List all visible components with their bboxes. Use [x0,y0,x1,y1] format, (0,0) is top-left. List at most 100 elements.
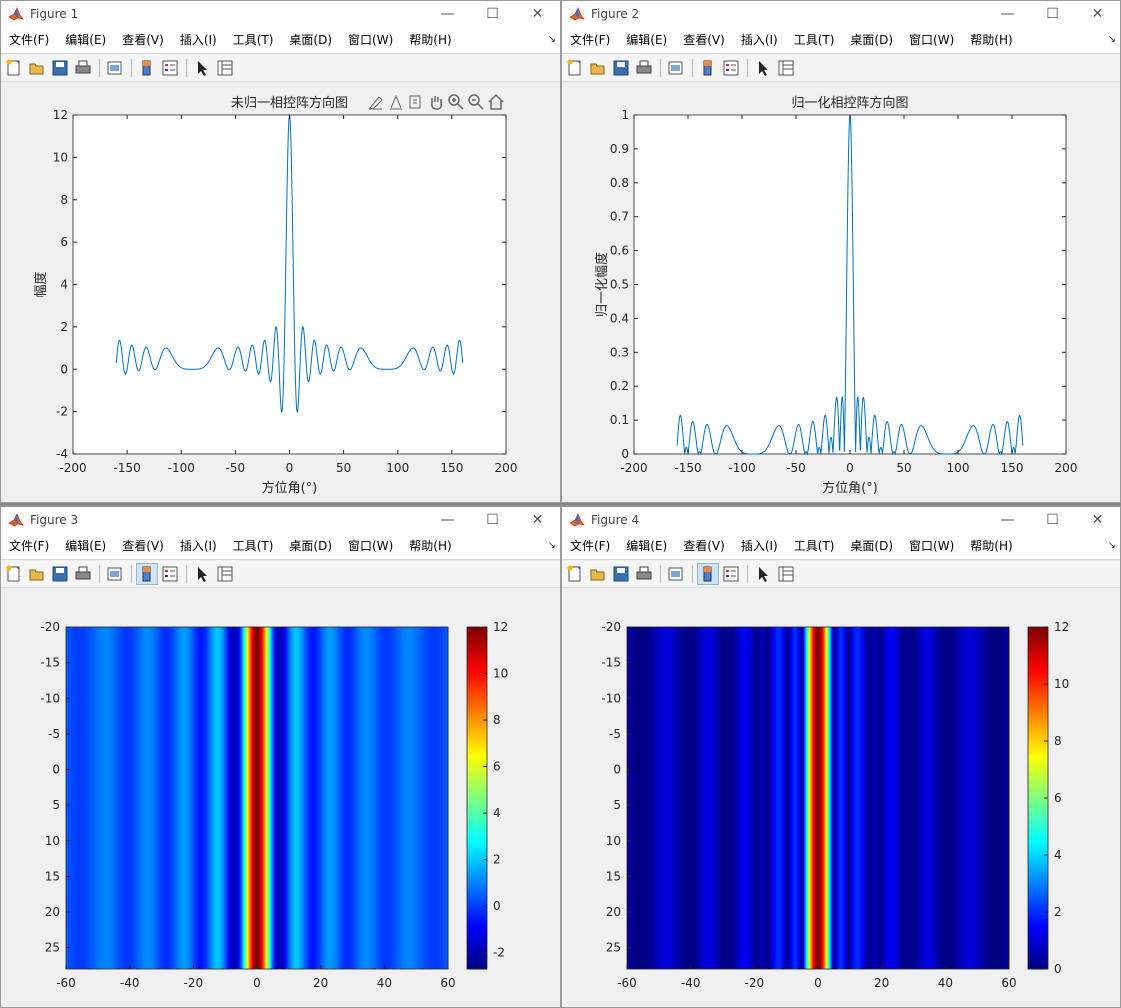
menu-item[interactable]: 窗口(W) [909,538,955,553]
menu-item[interactable]: 帮助(H) [409,32,452,47]
menu-item[interactable]: 桌面(D) [289,32,333,47]
menu-item[interactable]: 编辑(E) [626,538,668,553]
title-bar[interactable]: Figure 1— ☐ ✕ [1,1,560,27]
menu-item[interactable]: 编辑(E) [626,32,668,47]
legend-button[interactable] [720,563,742,585]
minimize-button[interactable]: — [440,6,455,22]
print-preview-button[interactable] [665,563,687,585]
property-inspector-button[interactable] [214,57,236,79]
print-button[interactable] [633,57,655,79]
close-button[interactable]: ✕ [1091,6,1104,22]
pointer-button[interactable] [191,57,213,79]
menu-item[interactable]: 文件(F) [9,32,50,47]
new-figure-button[interactable] [564,563,586,585]
minimize-button[interactable]: — [1000,6,1015,22]
export-icon[interactable] [409,95,421,109]
maximize-button[interactable]: ☐ [1046,6,1059,22]
open-file-button[interactable] [587,57,609,79]
title-bar[interactable]: Figure 3— ☐ ✕ [1,507,560,533]
menu-item[interactable]: 查看(V) [122,32,164,47]
menu-item[interactable]: 桌面(D) [850,538,894,553]
pointer-button[interactable] [752,563,774,585]
menu-overflow-icon[interactable]: ↘ [547,540,556,551]
menu-item[interactable]: 编辑(E) [65,538,107,553]
open-file-button[interactable] [587,563,609,585]
colorbar-button[interactable] [136,57,158,79]
save-button[interactable] [49,57,71,79]
open-file-button[interactable] [26,57,48,79]
new-figure-button[interactable] [564,57,586,79]
menu-item[interactable]: 帮助(H) [970,538,1013,553]
menu-item[interactable]: 文件(F) [9,538,50,553]
menu-item[interactable]: 文件(F) [570,538,611,553]
heatmap-image[interactable] [66,627,449,969]
pointer-button[interactable] [752,57,774,79]
menu-overflow-icon[interactable]: ↘ [547,34,556,45]
home-icon[interactable] [488,93,504,110]
menu-item[interactable]: 插入(I) [740,538,778,553]
axes-box[interactable] [72,114,507,455]
print-button[interactable] [72,563,94,585]
pan-icon[interactable] [431,96,442,110]
print-button[interactable] [72,57,94,79]
colorbar-button[interactable] [697,57,719,79]
zoom-out-icon[interactable] [468,94,484,110]
close-button[interactable]: ✕ [1091,512,1104,528]
menu-item[interactable]: 工具(T) [232,32,274,47]
heatmap-image[interactable] [627,627,1010,969]
print-preview-button[interactable] [104,563,126,585]
print-button[interactable] [633,563,655,585]
menu-item[interactable]: 文件(F) [570,32,611,47]
title-bar[interactable]: Figure 2— ☐ ✕ [562,1,1120,27]
menu-item[interactable]: 工具(T) [793,538,835,553]
menu-item[interactable]: 窗口(W) [348,32,394,47]
print-preview-button[interactable] [665,57,687,79]
menu-item[interactable]: 帮助(H) [970,32,1013,47]
legend-button[interactable] [159,57,181,79]
new-figure-button[interactable] [3,57,25,79]
property-inspector-button[interactable] [775,563,797,585]
pointer-button[interactable] [191,563,213,585]
maximize-button[interactable]: ☐ [486,6,499,22]
menu-item[interactable]: 查看(V) [122,538,164,553]
legend-button[interactable] [159,563,181,585]
colorbar-button[interactable] [697,563,719,585]
close-button[interactable]: ✕ [531,512,544,528]
menu-item[interactable]: 桌面(D) [289,538,333,553]
menu-item[interactable]: 插入(I) [179,32,217,47]
menu-overflow-icon[interactable]: ↘ [1107,540,1116,551]
legend-button[interactable] [720,57,742,79]
new-figure-button[interactable] [3,563,25,585]
minimize-button[interactable]: — [440,512,455,528]
menu-overflow-icon[interactable]: ↘ [1107,34,1116,45]
maximize-button[interactable]: ☐ [1046,512,1059,528]
maximize-button[interactable]: ☐ [486,512,499,528]
menu-item[interactable]: 窗口(W) [348,538,394,553]
save-button[interactable] [610,563,632,585]
menu-item[interactable]: 编辑(E) [65,32,107,47]
menu-item[interactable]: 窗口(W) [909,32,955,47]
save-button[interactable] [49,563,71,585]
menu-item[interactable]: 桌面(D) [850,32,894,47]
menu-item[interactable]: 插入(I) [740,32,778,47]
close-button[interactable]: ✕ [531,6,544,22]
colorbar[interactable] [1028,627,1048,970]
open-file-button[interactable] [26,563,48,585]
print-preview-button[interactable] [104,57,126,79]
colorbar-button[interactable] [136,563,158,585]
axes-box[interactable] [633,114,1067,455]
menu-item[interactable]: 工具(T) [793,32,835,47]
menu-item[interactable]: 查看(V) [683,538,725,553]
title-bar[interactable]: Figure 4— ☐ ✕ [562,507,1120,533]
property-inspector-button[interactable] [775,57,797,79]
minimize-button[interactable]: — [1000,512,1015,528]
save-button[interactable] [610,57,632,79]
zoom-in-icon[interactable] [448,94,464,110]
menu-item[interactable]: 工具(T) [232,538,274,553]
menu-item[interactable]: 查看(V) [683,32,725,47]
property-inspector-button[interactable] [214,563,236,585]
menu-item[interactable]: 帮助(H) [409,538,452,553]
data-tips-icon[interactable] [390,94,402,110]
menu-item[interactable]: 插入(I) [179,538,217,553]
brush-icon[interactable] [369,96,383,110]
